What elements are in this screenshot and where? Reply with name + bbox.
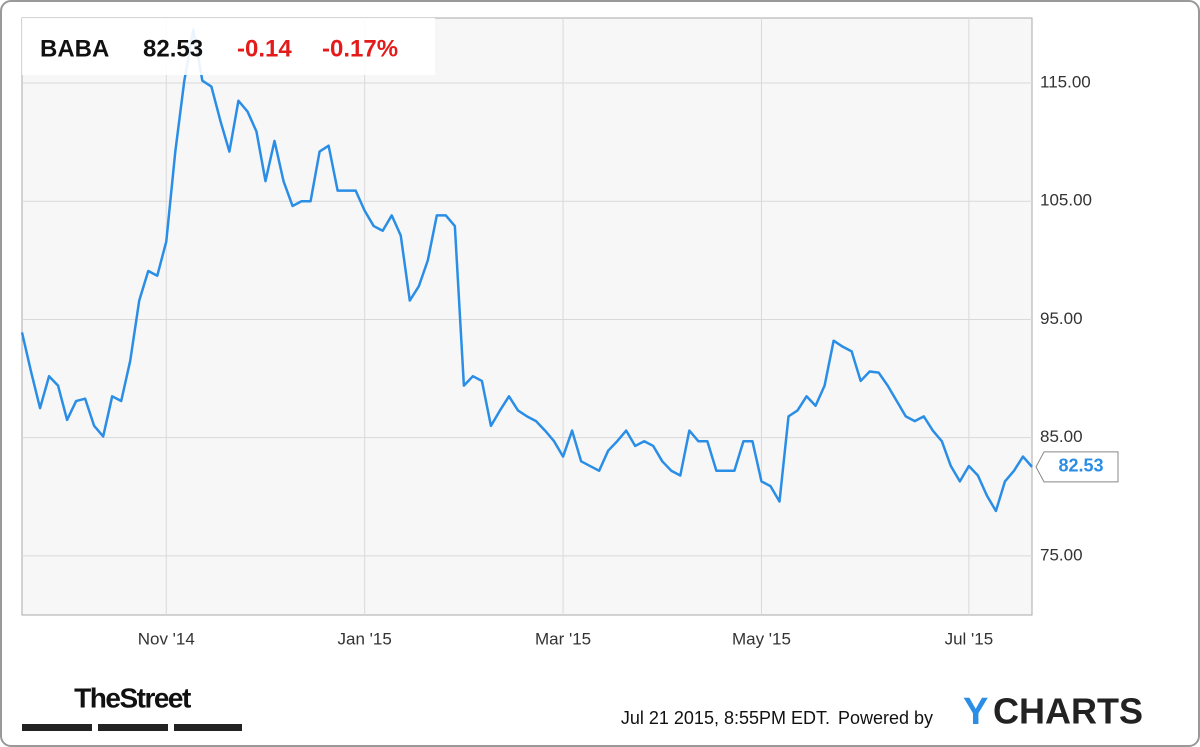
y-tick-label: 75.00: [1040, 545, 1083, 564]
change-percent: -0.17%: [322, 35, 398, 62]
last-value-badge: [1035, 451, 1119, 483]
powered-by: Powered by: [838, 708, 933, 728]
brand-bar: [174, 724, 242, 731]
logo-y: Y: [963, 691, 988, 733]
change: -0.14: [237, 35, 292, 62]
y-tick-label: 95.00: [1040, 309, 1083, 328]
x-tick-label: Jul '15: [945, 629, 994, 648]
y-tick-label: 115.00: [1040, 73, 1091, 92]
plot-area: [21, 17, 1033, 616]
logo-rest: CHARTS: [993, 691, 1143, 732]
brand-bar: [22, 724, 92, 731]
timestamp: Jul 21 2015, 8:55PM EDT.: [621, 708, 830, 728]
brand-bar: [98, 724, 168, 731]
y-tick-label: 105.00: [1040, 191, 1092, 210]
grid: [22, 18, 1032, 615]
x-tick-label: May '15: [732, 629, 791, 648]
x-tick-label: Jan '15: [338, 629, 392, 648]
ticker: BABA: [40, 35, 109, 62]
x-tick-label: Mar '15: [535, 629, 591, 648]
header-box: [22, 18, 435, 75]
brand: TheStreet: [74, 682, 191, 713]
price: 82.53: [143, 35, 203, 62]
x-tick-label: Nov '14: [138, 629, 195, 648]
y-tick-label: 85.00: [1040, 427, 1083, 446]
last-value-label: 82.53: [1058, 456, 1103, 476]
